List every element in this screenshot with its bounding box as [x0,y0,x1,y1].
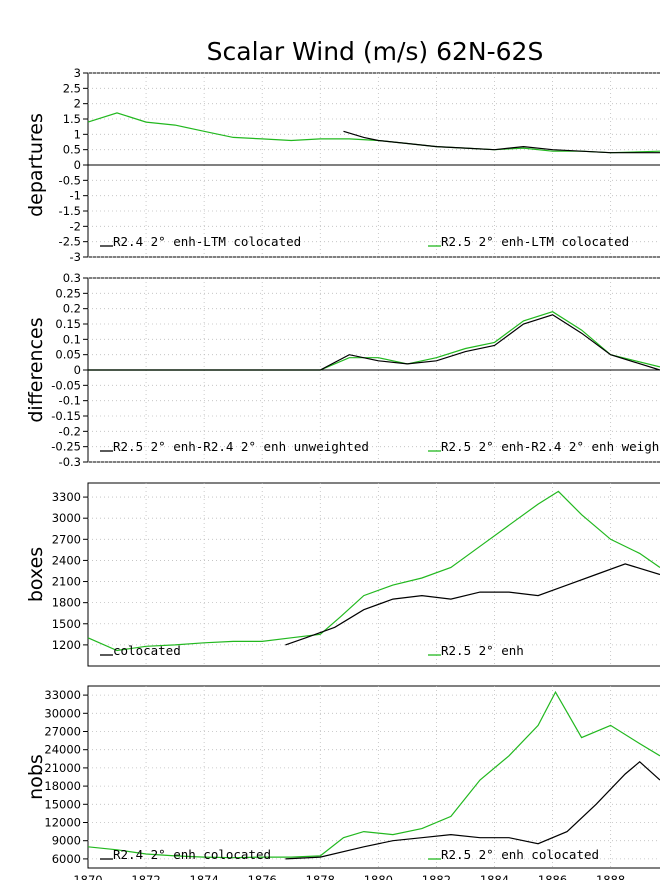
legend-label: R2.5 2° enh-R2.4 2° enh weighted [441,439,660,454]
y-tick-label: 21000 [44,761,81,775]
y-tick-label: 18000 [44,779,81,793]
y-tick-label: -3 [70,250,81,264]
y-tick-label: 30000 [44,706,81,720]
y-tick-label: 0.5 [63,143,81,157]
y-tick-label: -2.5 [59,235,81,249]
legend-label: R2.5 2° enh-R2.4 2° enh unweighted [113,439,369,454]
x-tick-label: 1876 [248,873,277,880]
y-tick-label: -0.1 [59,394,81,408]
x-tick-label: 1884 [480,873,509,880]
y-tick-label: 1500 [52,617,81,631]
series-line-green [87,690,660,859]
legend-label: R2.4 2° enh colocated [113,847,271,862]
y-tick-label: 12000 [44,816,81,830]
series-line-black [88,314,660,371]
series-line-green [87,112,660,154]
series-line-black [343,130,660,154]
y-tick-label: 2100 [52,575,81,589]
y-tick-label: 9000 [52,834,81,848]
legend-label: colocated [113,643,181,658]
y-tick-label: 2.5 [63,81,81,95]
x-tick-label: 1870 [73,873,102,880]
y-tick-label: 27000 [44,725,81,739]
y-tick-label: -0.5 [59,173,81,187]
y-tick-label: 33000 [44,688,81,702]
y-tick-label: 0 [74,158,81,172]
y-tick-label: -1 [70,189,81,203]
y-tick-label: 1 [74,127,81,141]
x-tick-label: 1886 [538,873,567,880]
y-tick-label: 3000 [52,511,81,525]
y-tick-label: 3300 [52,490,81,504]
x-tick-label: 1888 [596,873,625,880]
y-tick-label: 0 [74,363,81,377]
y-tick-label: 0.25 [55,286,81,300]
y-axis-label: departures [25,113,47,217]
legend-label: R2.5 2° enh colocated [441,847,599,862]
y-tick-label: 0.3 [63,271,81,285]
y-tick-label: -0.3 [59,455,81,469]
y-tick-label: 2700 [52,532,81,546]
y-tick-label: 0.05 [55,348,81,362]
y-axis-label: nobs [25,754,47,800]
y-tick-label: -2 [70,219,81,233]
y-tick-label: 1200 [52,638,81,652]
y-tick-label: 3 [74,66,81,80]
legend-label: R2.5 2° enh [441,643,524,658]
y-tick-label: 15000 [44,797,81,811]
y-axis-label: differences [25,317,47,422]
legend-label: R2.5 2° enh-LTM colocated [441,234,629,249]
series-line-black [285,563,660,646]
y-tick-label: 1800 [52,596,81,610]
y-tick-label: 0.1 [63,332,81,346]
y-tick-label: -0.15 [51,409,81,423]
series-line-green [87,490,660,652]
panel-frame [87,482,660,667]
y-axis-label: boxes [25,547,47,602]
y-tick-label: -0.05 [51,378,81,392]
x-tick-label: 1878 [306,873,335,880]
series-line-green [88,311,660,371]
y-tick-label: 2 [74,97,81,111]
chart-title: Scalar Wind (m/s) 62N-62S [207,37,544,66]
y-tick-label: 24000 [44,743,81,757]
series-line-black [285,761,660,860]
x-tick-label: 1874 [190,873,219,880]
x-tick-label: 1882 [422,873,451,880]
y-tick-label: -0.25 [51,440,81,454]
y-tick-label: 1.5 [63,112,81,126]
y-tick-label: 0.15 [55,317,81,331]
panel-frame [87,685,660,869]
y-tick-label: -0.2 [59,424,81,438]
y-tick-label: 0.2 [63,302,81,316]
legend-label: R2.4 2° enh-LTM colocated [113,234,301,249]
x-tick-label: 1872 [131,873,160,880]
y-tick-label: 6000 [52,852,81,866]
x-tick-label: 1880 [364,873,393,880]
y-tick-label: -1.5 [59,204,81,218]
y-tick-label: 2400 [52,553,81,567]
